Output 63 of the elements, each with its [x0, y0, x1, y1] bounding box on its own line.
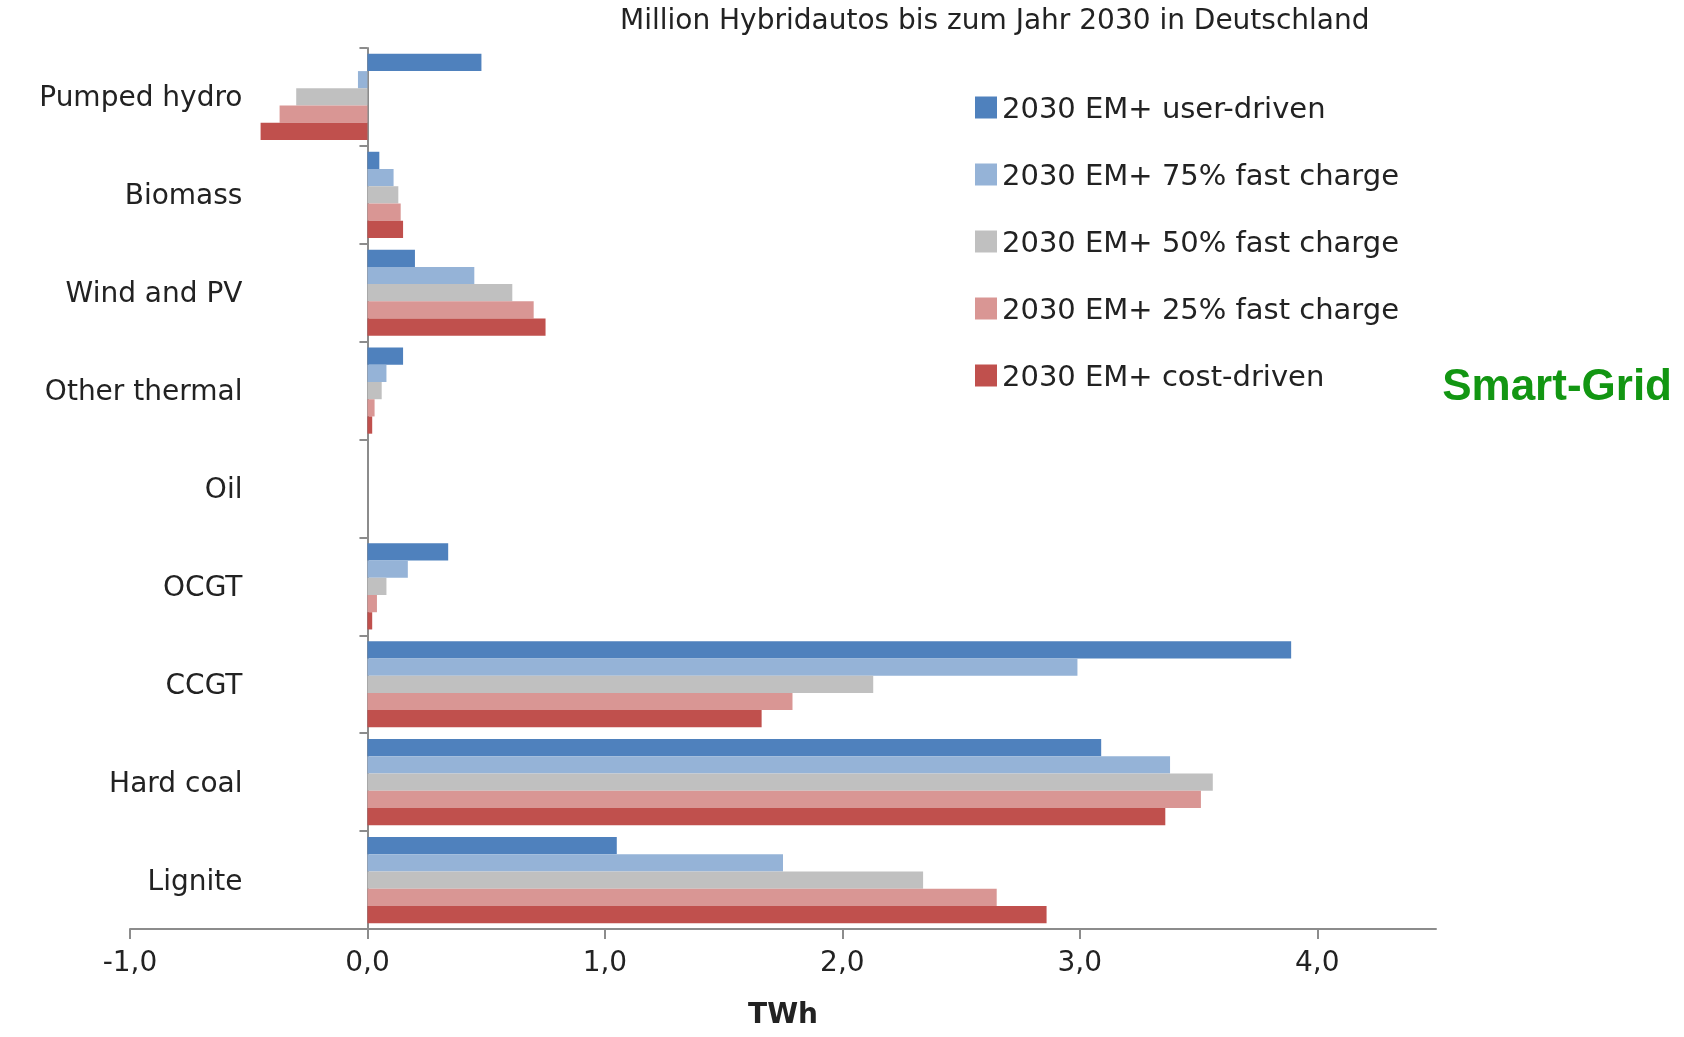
x-tick-label: 1,0 [582, 944, 628, 978]
bar [367, 808, 1166, 826]
y-tick-label: OCGT [163, 569, 244, 603]
y-tick-label: Biomass [124, 178, 243, 212]
bar [367, 399, 375, 417]
bar [367, 871, 924, 889]
x-axis-title: TWh [748, 996, 818, 1030]
bar [367, 675, 874, 693]
bar [367, 612, 373, 630]
bar [367, 284, 513, 302]
bar [367, 382, 382, 400]
y-tick-label: Oil [204, 472, 243, 505]
bar [367, 577, 387, 595]
bar [357, 71, 368, 89]
bar [367, 836, 617, 855]
bar [279, 105, 368, 123]
legend-label: 2030 EM+ 75% fast charge [1002, 157, 1399, 192]
legend-label: 2030 EM+ user-driven [1002, 90, 1326, 125]
bar [367, 318, 546, 336]
bar [367, 151, 380, 169]
bar [367, 53, 482, 72]
bar [367, 905, 1047, 924]
bar [367, 888, 997, 906]
bar [367, 301, 534, 319]
legend-label: 2030 EM+ 25% fast charge [1002, 291, 1399, 326]
x-tick-label: 0,0 [345, 944, 390, 978]
bar [367, 347, 404, 365]
bar [367, 854, 783, 872]
bar [367, 692, 793, 711]
bar [367, 186, 399, 204]
y-tick-label: Other thermal [44, 374, 243, 408]
y-tick-label: Wind and PV [65, 276, 243, 310]
y-tick-label: Pumped hydro [39, 80, 243, 114]
bar [367, 641, 1292, 659]
bar [367, 220, 404, 238]
bar [367, 710, 762, 728]
text: Smart-Grid [1442, 359, 1673, 409]
bar [367, 595, 377, 613]
x-tick-label: 2,0 [820, 944, 865, 978]
x-tick-label: 4,0 [1295, 944, 1340, 978]
bar [367, 168, 394, 187]
y-tick-label: Hard coal [109, 765, 243, 799]
bar [296, 88, 368, 106]
bar [260, 122, 368, 141]
bar [367, 773, 1213, 791]
x-tick-label: -1,0 [102, 944, 158, 978]
y-tick-label: CCGT [165, 667, 244, 701]
bar [367, 756, 1171, 774]
bar [367, 364, 387, 382]
bar [367, 790, 1201, 809]
y-tick-label: Lignite [147, 863, 243, 897]
bar [367, 203, 401, 221]
legend-label: 2030 EM+ cost-driven [1002, 358, 1325, 393]
bar [367, 543, 449, 561]
bar [367, 249, 415, 267]
bar [367, 739, 1102, 757]
bar [367, 658, 1078, 676]
bar [367, 416, 373, 434]
bar [367, 560, 408, 578]
legend-label: 2030 EM+ 50% fast charge [1002, 224, 1399, 259]
bar [367, 266, 475, 285]
chart-title: Million Hybridautos bis zum Jahr 2030 in Deutschland [620, 2, 1370, 36]
x-tick-label: 3,0 [1057, 944, 1103, 978]
